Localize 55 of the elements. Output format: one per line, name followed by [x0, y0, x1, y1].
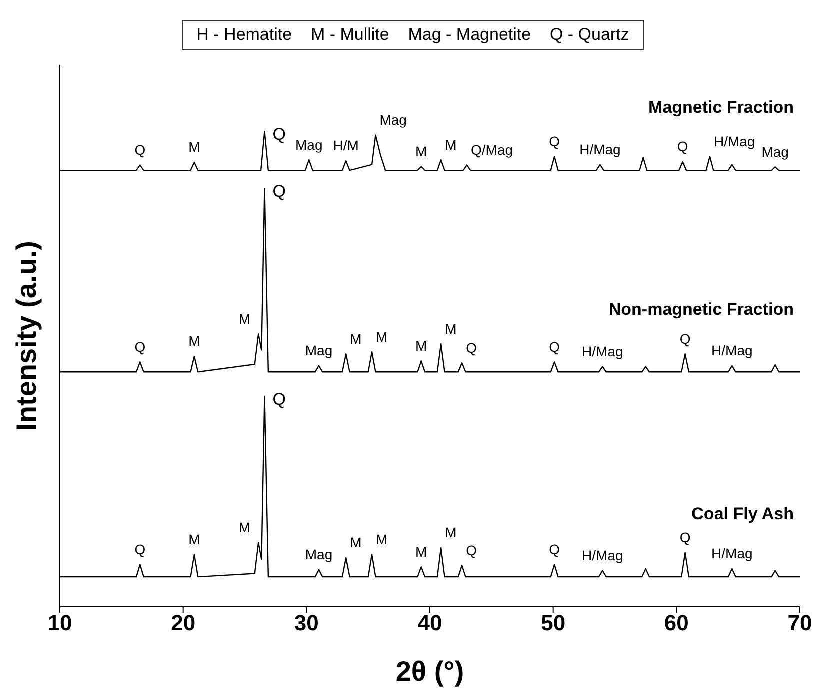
annotation: Q [680, 530, 691, 546]
annotation: Mag [305, 342, 333, 359]
annotation: M [445, 320, 457, 337]
annotation: Q [677, 138, 688, 155]
text: Non-magnetic Fraction [608, 300, 794, 319]
annotation: Q [134, 142, 146, 158]
x-tick-label: 60 [664, 610, 689, 636]
annotation: Q [272, 182, 286, 202]
annotation: Q [134, 541, 146, 558]
annotation: Mag [380, 112, 407, 128]
x-tick-label: 70 [788, 610, 812, 636]
annotation: M [238, 520, 251, 536]
annotation: M [445, 136, 457, 153]
x-tick-label: 20 [171, 610, 196, 636]
annotation: H/Mag [712, 342, 753, 359]
x-tick-label: 40 [418, 610, 442, 636]
text: H - Hematite M - Mullite Mag - Magnetite Q - Quartz [182, 20, 644, 50]
annotation: M [188, 139, 200, 156]
annotation: Q [466, 340, 478, 356]
annotation: Q [134, 338, 146, 355]
text: Magnetic Fraction [648, 98, 794, 118]
annotation: M [376, 328, 388, 345]
annotation: Q [549, 133, 560, 150]
annotation: M [445, 524, 457, 541]
annotation: Q [466, 542, 478, 558]
annotation: H/Mag [712, 546, 753, 562]
annotation: H/Mag [582, 344, 624, 360]
annotation: Mag [296, 136, 323, 153]
annotation: M [238, 310, 251, 327]
annotation: Q [549, 338, 560, 355]
annotation: M [416, 544, 428, 560]
annotation: M [188, 531, 200, 548]
annotation: Mag [762, 144, 789, 160]
annotation: H/Mag [580, 142, 621, 158]
annotation: M [188, 333, 200, 350]
annotation: Q [272, 390, 286, 409]
annotation: Q [549, 541, 560, 558]
annotation: M [350, 330, 362, 347]
annotation: Q [272, 125, 286, 144]
x-tick-label: 30 [294, 610, 319, 636]
y-axis-title: Intensity (a.u.) [10, 241, 42, 431]
annotation: Q [680, 330, 691, 347]
annotation: M [416, 338, 428, 354]
annotation: Mag [305, 546, 333, 563]
x-tick-label: 50 [541, 610, 566, 636]
annotation: M [350, 534, 362, 551]
annotation: H/M [333, 138, 359, 154]
annotation: M [416, 143, 428, 160]
x-axis-title: 2θ (°) [396, 656, 464, 687]
series-label: Coal Fly Ash [692, 504, 794, 524]
annotation: H/Mag [714, 133, 756, 150]
x-tick-label: 10 [48, 610, 72, 636]
annotation: H/Mag [582, 548, 624, 564]
annotation: M [376, 531, 388, 548]
annotation: Q/Mag [471, 142, 514, 158]
